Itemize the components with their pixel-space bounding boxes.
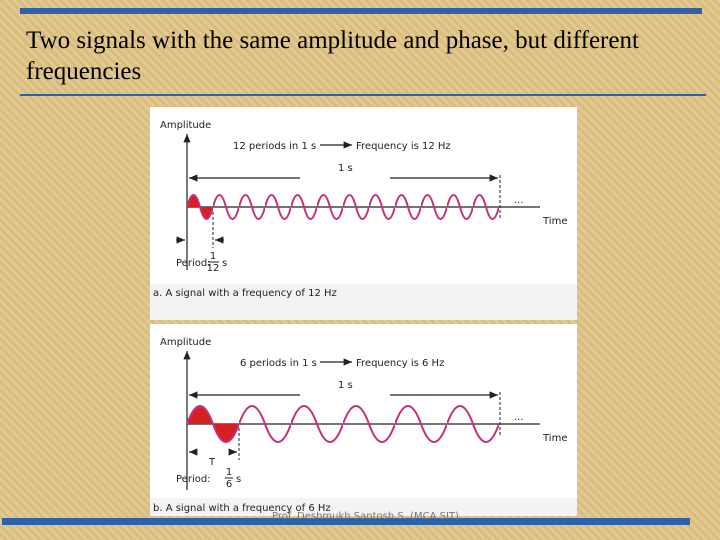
- period-denominator: 12: [207, 263, 220, 274]
- t-label: T: [208, 457, 216, 468]
- frequency-label: Frequency is 6 Hz: [356, 358, 444, 369]
- period-label: Period:: [176, 474, 211, 485]
- panel-b: Amplitude 6 periods in 1 s Frequency is …: [150, 324, 577, 516]
- periods-label: 12 periods in 1 s: [233, 141, 316, 152]
- amplitude-label: Amplitude: [160, 120, 211, 131]
- time-label: Time: [542, 433, 567, 444]
- slide-title: Two signals with the same amplitude and …: [26, 27, 639, 85]
- caption-bg: [150, 284, 577, 320]
- period-label: Period:: [176, 258, 211, 269]
- footer: Prof. Deshmukh Santosh S. (MCA SIT): [272, 511, 459, 522]
- panel-a: Amplitude 12 periods in 1 s Frequency is…: [150, 107, 577, 320]
- title-line: frequencies: [26, 58, 141, 85]
- period-unit: s: [222, 258, 227, 269]
- period-denominator: 6: [226, 479, 232, 490]
- signal-wave: [187, 404, 499, 444]
- ellipsis: ...: [514, 195, 524, 206]
- top-bar: [20, 8, 702, 14]
- frequency-label: Frequency is 12 Hz: [356, 141, 451, 152]
- title-line: Two signals with the same amplitude and …: [26, 27, 639, 54]
- caption: b. A signal with a frequency of 6 Hz: [153, 503, 331, 514]
- period-unit: s: [236, 474, 241, 485]
- amplitude-label: Amplitude: [160, 337, 211, 348]
- signal-wave: [187, 193, 499, 221]
- ellipsis: ...: [514, 412, 524, 423]
- period-numerator: 1: [210, 251, 216, 262]
- bottom-bar: [2, 518, 690, 525]
- caption: a. A signal with a frequency of 12 Hz: [153, 288, 337, 299]
- one-second-label: 1 s: [338, 163, 353, 174]
- caption-bg: [150, 498, 577, 516]
- periods-label: 6 periods in 1 s: [240, 358, 317, 369]
- time-label: Time: [542, 216, 567, 227]
- one-second-label: 1 s: [338, 380, 353, 391]
- period-numerator: 1: [226, 467, 232, 478]
